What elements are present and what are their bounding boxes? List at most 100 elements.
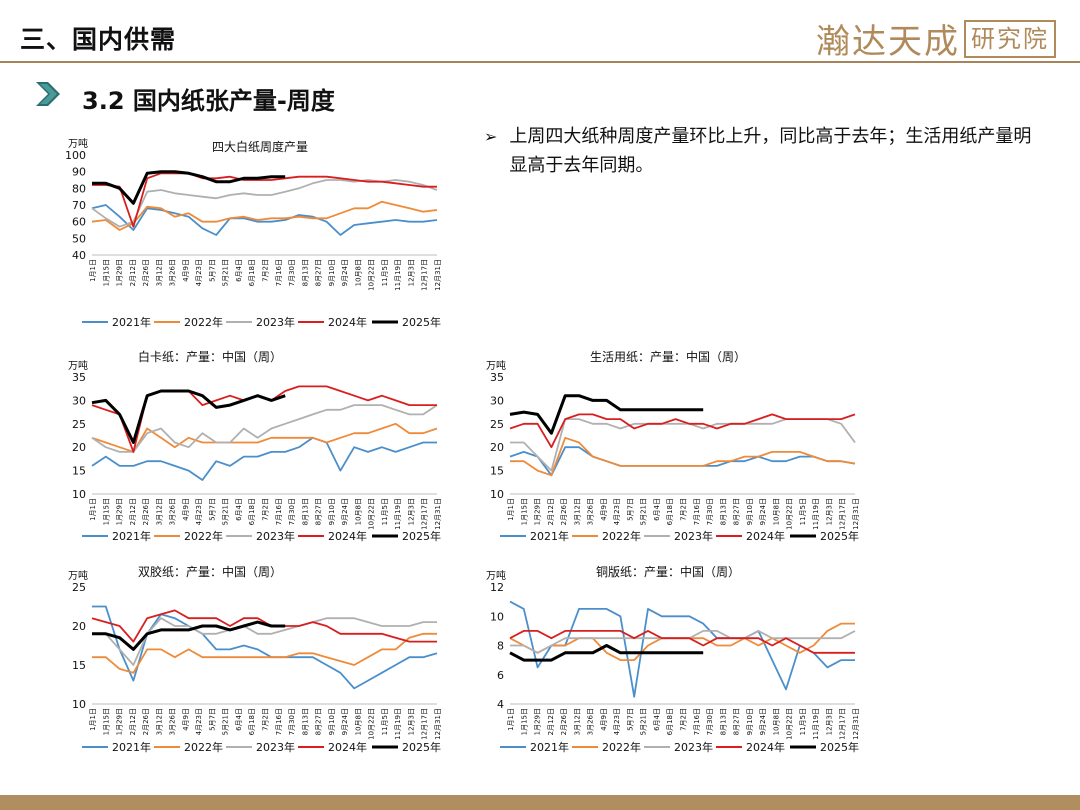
x-tick-label: 3月12日 [573,498,581,525]
x-tick-label: 12月31日 [852,498,860,530]
x-tick-label: 4月23日 [613,498,621,525]
x-tick-label: 7月2日 [262,498,270,521]
y-tick-label: 15 [72,465,86,478]
x-tick-label: 5月7日 [208,259,216,282]
x-tick-label: 9月24日 [341,259,349,286]
y-unit-label: 万吨 [486,569,506,582]
x-tick-label: 11月5日 [381,498,389,525]
x-tick-label: 6月4日 [653,498,661,521]
x-tick-label: 10月8日 [772,498,780,525]
x-tick-label: 12月3日 [407,498,415,525]
x-tick-label: 7月16日 [693,498,701,525]
y-tick-label: 35 [72,371,86,384]
x-tick-label: 2月12日 [547,498,555,525]
x-tick-label: 4月23日 [195,259,203,286]
chart-ivory-board: 白卡纸：产量：中国（周） 万吨 10 15 20 25 30 35 1月1日 1月15日 1月29日… [68,349,442,543]
series-line-2022年 [92,632,437,674]
y-tick-label: 50 [72,232,86,245]
x-tick-label: 5月21日 [640,498,648,525]
x-tick-label: 7月30日 [288,708,296,735]
series-line-2023年 [510,630,856,654]
legend-label: 2024年 [328,315,367,329]
x-tick-label: 8月27日 [733,498,741,525]
x-tick-label: 5月21日 [640,708,648,735]
x-tick-label: 10月22日 [368,708,376,740]
series-line-2025年 [92,170,286,205]
series-line-2021年 [91,204,438,236]
x-tick-label: 4月9日 [182,259,190,282]
series-line-2021年 [91,436,437,481]
chevron-right-icon [36,82,60,106]
brand-logo: 瀚达天成 研究院 [816,14,1056,63]
x-tick-label: 7月2日 [262,708,270,731]
x-tick-label: 6月18日 [248,498,256,525]
x-tick-label: 10月22日 [786,708,794,740]
series-line-2025年 [509,394,704,435]
legend-label: 2025年 [820,740,859,754]
legend-label: 2025年 [402,315,441,329]
x-tick-label: 1月29日 [116,259,124,286]
x-tick-label: 4月23日 [195,498,203,525]
y-tick-label: 20 [72,620,86,633]
series-line-2021年 [509,446,856,477]
x-tick-label: 7月16日 [693,708,701,735]
x-tick-label: 7月30日 [288,259,296,286]
x-tick-label: 3月12日 [155,708,163,735]
chart-title: 双胶纸：产量：中国（周） [138,564,282,579]
brand-box: 研究院 [964,19,1056,58]
x-tick-label: 1月29日 [534,498,542,525]
x-tick-label: 7月16日 [275,498,283,525]
x-tick-label: 7月2日 [680,708,688,731]
x-tick-label: 6月4日 [235,259,243,282]
section-title: 3.2 国内纸张产量-周度 [82,87,335,115]
x-tick-label: 4月9日 [182,498,190,521]
chart-title: 四大白纸周度产量 [212,139,308,154]
series-line-2021年 [92,605,438,690]
x-tick-label: 1月1日 [507,708,515,731]
legend-label: 2025年 [402,740,441,754]
x-tick-label: 3月26日 [169,259,177,286]
x-tick-label: 9月10日 [328,259,336,286]
x-tick-label: 2月12日 [547,708,555,735]
y-tick-label: 60 [72,216,86,229]
x-tick-label: 1月15日 [520,708,528,735]
x-tick-label: 6月18日 [248,259,256,286]
y-tick-label: 10 [490,610,504,623]
x-tick-label: 8月13日 [719,498,727,525]
series-line-2023年 [92,617,437,666]
y-tick-label: 10 [72,698,86,711]
x-tick-label: 12月3日 [407,259,415,286]
x-tick-label: 11月19日 [812,498,820,530]
legend-label: 2022年 [184,315,223,329]
legend-label: 2022年 [184,740,223,754]
y-tick-label: 10 [72,488,86,501]
x-tick-label: 12月3日 [407,708,415,735]
bullet-point: ➢ 上周四大纸种周度产量环比上升，同比高于去年；生活用纸产量明显高于去年同期。 [484,122,1044,180]
x-tick-label: 2月26日 [142,498,150,525]
chart-title: 生活用纸：产量：中国（周） [590,349,746,364]
legend-label: 2023年 [674,740,713,754]
legend-label: 2024年 [328,529,367,543]
y-tick-label: 80 [72,182,86,195]
x-tick-label: 1月29日 [116,498,124,525]
legend-label: 2021年 [112,315,151,329]
page-header-title: 三、国内供需 [20,25,177,54]
y-tick-label: 40 [72,249,86,262]
y-tick-label: 30 [490,394,504,407]
y-tick-label: 15 [490,465,504,478]
x-tick-label: 8月27日 [733,708,741,735]
x-tick-label: 8月13日 [301,498,309,525]
legend-label: 2021年 [112,740,151,754]
x-tick-label: 11月19日 [812,708,820,740]
y-unit-label: 万吨 [68,137,88,150]
legend-label: 2023年 [256,529,295,543]
x-tick-label: 9月24日 [759,498,767,525]
series-line-2023年 [91,404,438,453]
y-tick-label: 90 [72,166,86,179]
series-line-2025年 [509,644,704,662]
x-tick-label: 8月13日 [301,259,309,286]
x-tick-label: 11月5日 [799,708,807,735]
x-tick-label: 4月9日 [182,708,190,731]
y-tick-label: 8 [497,640,504,653]
legend-label: 2022年 [602,529,641,543]
